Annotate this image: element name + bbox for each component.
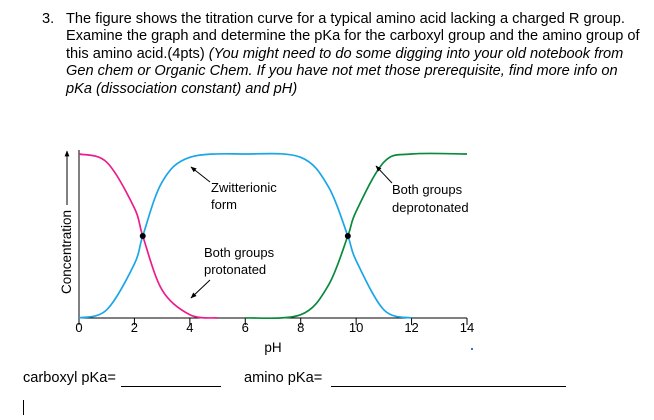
y-axis-label: Concentration <box>59 210 74 294</box>
annotation-zwitterion-line2: form <box>211 197 237 212</box>
annotation-deprotonated-line2: deprotonated <box>392 200 469 215</box>
stray-mark <box>471 348 473 350</box>
series-line-0 <box>78 153 218 319</box>
x-tick-label-10: 10 <box>349 320 363 335</box>
carboxyl-pka-label: carboxyl pKa= <box>23 370 116 386</box>
x-tick-label-8: 8 <box>297 320 304 335</box>
series-line-1 <box>78 152 412 319</box>
question-body: The figure shows the titration curve for… <box>66 11 647 98</box>
intersection-point-0 <box>139 233 146 239</box>
x-tick-label-2: 2 <box>131 320 138 335</box>
annotation-protonated-line1: Both groups <box>204 245 275 260</box>
amino-pka-blank[interactable] <box>331 386 566 387</box>
series-line-2 <box>245 152 468 320</box>
amino-pka-label: amino pKa= <box>244 370 323 386</box>
question-text: The figure shows the titration curve for… <box>66 11 640 62</box>
carboxyl-pka-blank[interactable] <box>121 386 221 387</box>
annotation-protonated-line2: protonated <box>204 262 266 277</box>
intersection-point-1 <box>344 233 351 239</box>
x-tick-label-14: 14 <box>460 320 474 335</box>
x-tick-label-12: 12 <box>404 320 418 335</box>
annotation-zwitterion-arrow <box>190 166 211 183</box>
annotation-protonated-arrow <box>190 279 211 299</box>
question-hint: (You might need to do some digging into … <box>66 45 624 97</box>
question-block: 3. The figure shows the titration curve … <box>42 11 647 98</box>
question-number: 3. <box>42 11 55 27</box>
x-axis-label: pH <box>264 340 281 355</box>
x-tick-label-0: 0 <box>75 320 82 335</box>
x-tick-label-4: 4 <box>186 320 193 335</box>
annotation-deprotonated-arrow <box>375 165 393 184</box>
annotation-deprotonated-line1: Both groups <box>392 182 463 197</box>
annotation-zwitterion-line1: Zwitterionic <box>211 180 277 195</box>
x-tick-label-6: 6 <box>242 320 249 335</box>
text-cursor <box>23 400 24 415</box>
